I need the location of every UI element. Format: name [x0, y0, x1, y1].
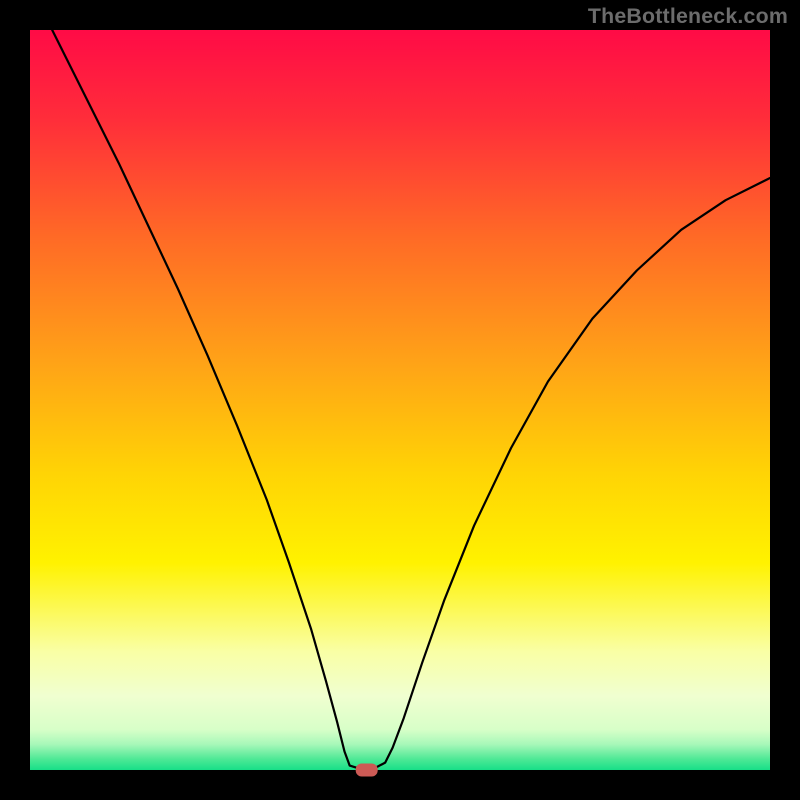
- chart-container: TheBottleneck.com: [0, 0, 800, 800]
- plot-background: [30, 30, 770, 770]
- watermark-text: TheBottleneck.com: [588, 4, 788, 29]
- bottleneck-marker: [356, 764, 378, 777]
- bottleneck-chart: [0, 0, 800, 800]
